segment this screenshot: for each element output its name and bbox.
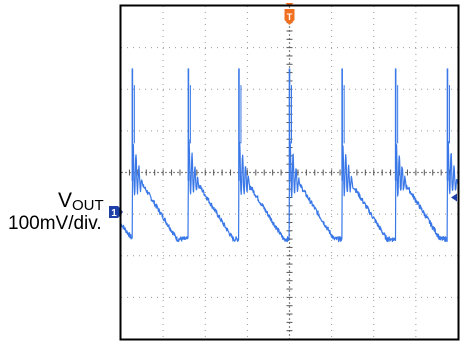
trigger-marker: [284, 9, 295, 25]
screen-frame: [119, 4, 460, 341]
trace-vout: [120, 68, 459, 243]
trigger-marker-label: T: [287, 12, 293, 22]
channel-scale: 100mV/div.: [8, 213, 102, 234]
channel-name: VOUT: [58, 190, 104, 217]
trigger-level-marker: [451, 193, 457, 202]
channel-1-marker-label: 1: [111, 208, 117, 219]
channel-name-sub: OUT: [72, 197, 104, 214]
markers: T1: [109, 3, 457, 219]
channel-name-main: V: [58, 189, 73, 212]
